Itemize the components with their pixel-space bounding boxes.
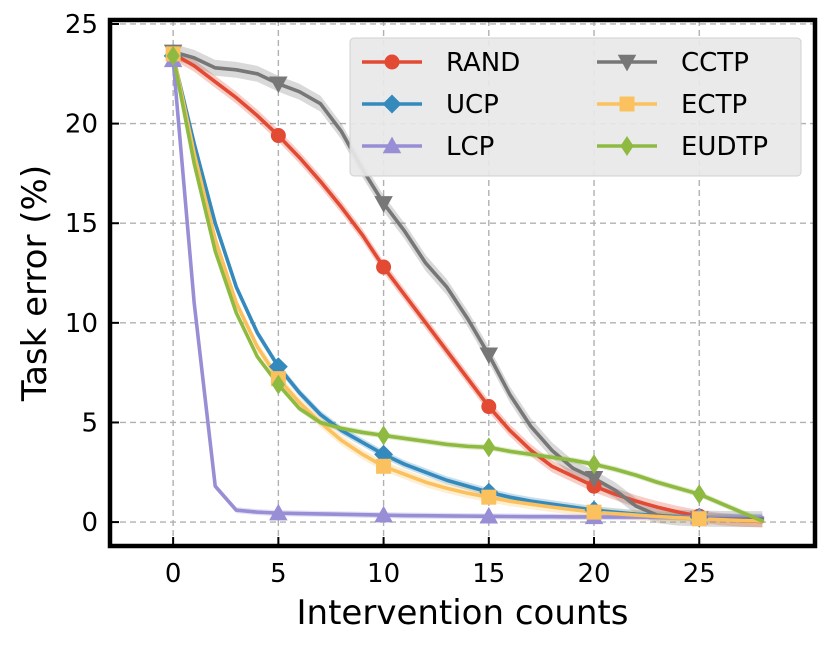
legend-marker-rand [384,54,400,70]
marker-lcp [479,506,499,524]
legend-marker-ectp [619,96,635,112]
marker-eudtp [692,484,706,505]
x-tick-label: 20 [577,559,610,589]
legend-label-rand: RAND [446,48,520,78]
marker-cctp [269,76,288,94]
marker-eudtp [377,425,391,446]
legend-label-ectp: ECTP [681,90,747,120]
line-rand [171,52,765,524]
marker-rand [481,399,497,415]
legend-marker-lcp [382,136,402,154]
legend-entry-ucp: UCP [362,90,499,120]
legend-entry-cctp: CCTP [597,48,749,78]
marker-eudtp [482,437,496,458]
x-tick-label: 5 [270,559,287,589]
y-tick-label: 5 [81,408,98,438]
legend-marker-cctp [617,54,637,72]
legend-label-cctp: CCTP [681,48,749,78]
legend-entry-rand: RAND [362,48,520,78]
x-tick-label: 15 [472,559,505,589]
y-tick-label: 15 [65,209,98,239]
marker-ectp [691,511,707,527]
series-markers [163,44,709,528]
x-tick-label: 10 [367,559,400,589]
legend-label-lcp: LCP [446,132,494,162]
marker-cctp [479,347,499,365]
marker-cctp [374,196,393,213]
y-tick-label: 0 [81,508,98,538]
marker-ectp [481,489,497,505]
marker-rand [270,128,286,144]
x-tick-label: 25 [683,559,716,589]
x-axis-label: Intervention counts [297,593,629,633]
axis-ticks: 0 5 10 15 20 25 0 5 10 15 20 25 [65,10,716,589]
marker-rand [376,259,392,275]
marker-ectp [376,458,392,474]
x-tick-label: 0 [165,559,182,589]
y-tick-label: 20 [65,110,98,140]
legend-entry-lcp: LCP [362,132,494,162]
plot-frame [107,17,818,549]
legend-box [349,37,802,177]
y-tick-label: 25 [65,10,98,40]
marker-lcp [374,505,393,523]
marker-eudtp [166,45,180,66]
y-axis-label: Task error (%) [15,165,55,402]
legend-marker-ucp [382,94,402,114]
marker-ectp [586,504,602,520]
marker-eudtp [587,454,601,475]
legend-label-eudtp: EUDTP [681,132,768,162]
legend-entry-eudtp: EUDTP [597,132,768,162]
legend-label-ucp: UCP [446,90,499,120]
marker-eudtp [271,374,285,395]
legend: RAND UCP LCP CCTP ECTP EUDTP [349,37,802,177]
y-tick-label: 10 [65,309,98,339]
marker-lcp [269,503,288,521]
legend-marker-eudtp [620,135,634,157]
legend-entry-ectp: ECTP [597,90,747,120]
